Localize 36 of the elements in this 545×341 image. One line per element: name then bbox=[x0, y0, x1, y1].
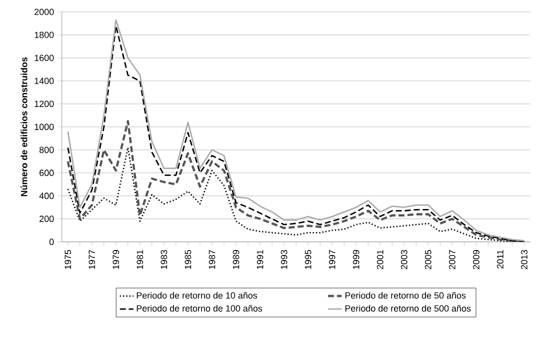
y-tick-label: 400 bbox=[39, 192, 54, 200]
y-tick-label: 600 bbox=[40, 170, 54, 176]
x-tick-label: 1989 bbox=[232, 250, 240, 270]
x-tick-label: 1995 bbox=[304, 250, 312, 270]
y-tick-label: 1000 bbox=[34, 124, 54, 130]
y-axis-title: Número de edificios construidos bbox=[20, 58, 28, 196]
x-tick-label: 1979 bbox=[112, 250, 120, 270]
x-tick-label: 2007 bbox=[449, 250, 456, 270]
y-tick-label: 800 bbox=[40, 146, 54, 154]
x-tick-label: 1975 bbox=[64, 250, 72, 270]
y-tick-label: 1600 bbox=[34, 54, 54, 62]
y-tick-label: 0 bbox=[49, 238, 54, 246]
x-tick-label: 2001 bbox=[376, 250, 384, 270]
legend-label: Periodo de retorno de 50 años bbox=[345, 292, 466, 299]
legend-label: Periodo de retorno de 500 años bbox=[345, 305, 471, 312]
x-tick-label: 2011 bbox=[497, 250, 504, 269]
x-tick-label: 1987 bbox=[208, 250, 216, 270]
x-tick-label: 2013 bbox=[521, 250, 528, 270]
x-tick-label: 1997 bbox=[328, 250, 336, 270]
x-tick-label: 1981 bbox=[136, 250, 144, 270]
y-tick-label: 1200 bbox=[34, 100, 54, 108]
x-tick-label: 2009 bbox=[473, 250, 480, 270]
x-tick-label: 1977 bbox=[88, 250, 96, 270]
x-tick-label: 2003 bbox=[400, 250, 408, 270]
legend-label: Periodo de retorno de 10 años bbox=[136, 292, 258, 299]
x-tick-label: 1985 bbox=[184, 250, 192, 270]
x-tick-label: 2005 bbox=[424, 250, 432, 270]
x-tick-label: 1991 bbox=[256, 250, 264, 270]
y-tick-label: 1800 bbox=[34, 32, 54, 38]
x-tick-label: 1993 bbox=[280, 250, 288, 270]
legend-label: Periodo de retorno de 100 años bbox=[136, 305, 262, 312]
x-tick-label: 1983 bbox=[160, 250, 168, 270]
y-tick-label: 2000 bbox=[34, 8, 54, 16]
x-tick-label: 1999 bbox=[352, 250, 360, 270]
y-tick-label: 200 bbox=[40, 216, 54, 222]
y-tick-label: 1400 bbox=[34, 78, 54, 84]
